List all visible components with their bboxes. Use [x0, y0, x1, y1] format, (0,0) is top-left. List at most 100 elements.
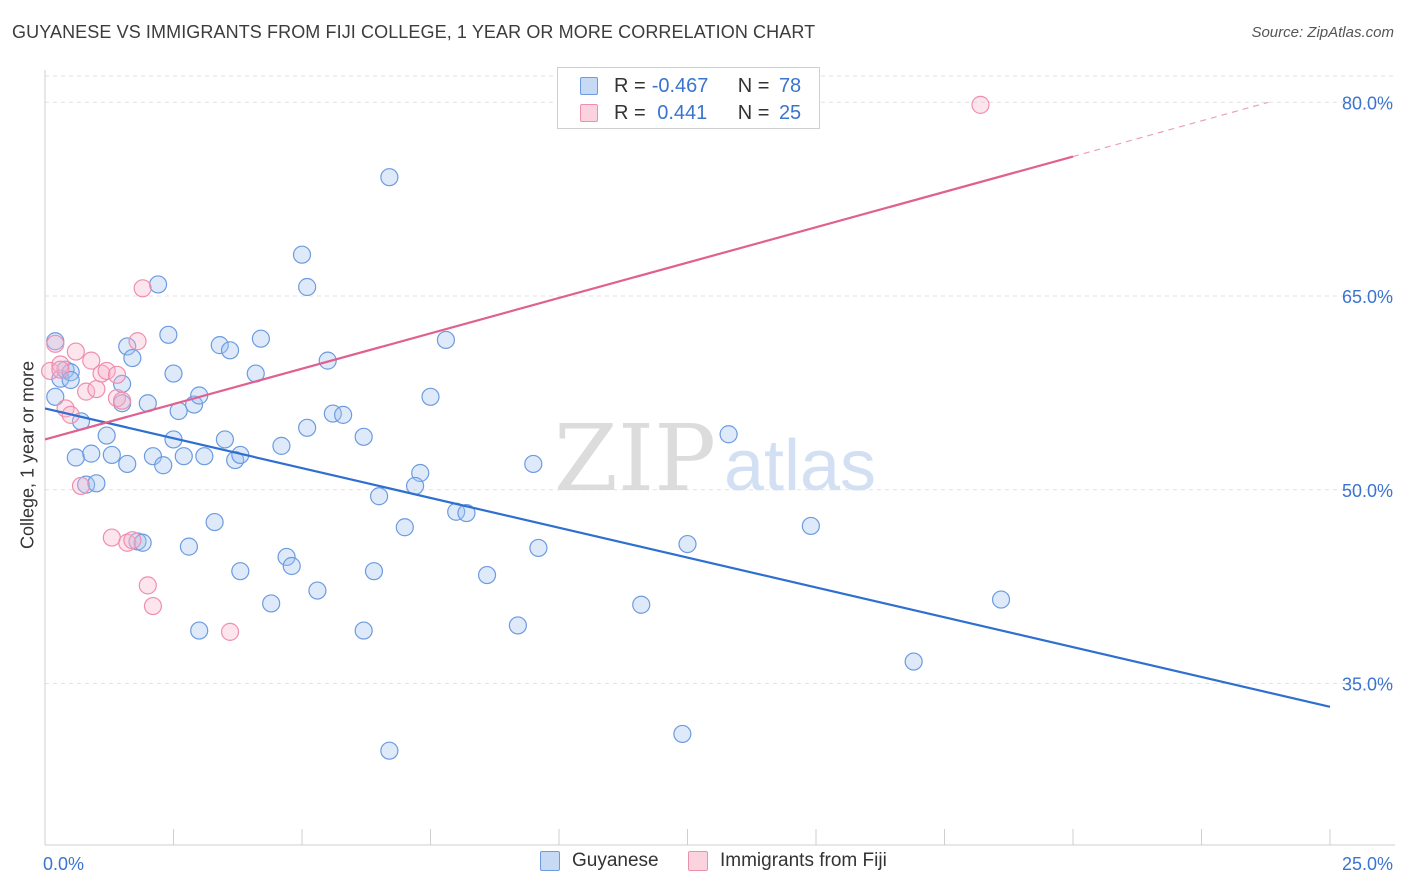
guyanese-point	[210, 336, 229, 355]
guyanese-point	[298, 277, 317, 297]
guyanese-point	[282, 556, 301, 576]
guyanese-point	[82, 444, 101, 463]
fiji-point	[82, 351, 101, 370]
guyanese-point	[524, 454, 543, 474]
bottom-legend-label-guyanese: Guyanese	[572, 850, 659, 871]
fiji-point	[143, 596, 163, 616]
chart-title: GUYANESE VS IMMIGRANTS FROM FIJI COLLEGE…	[12, 22, 816, 42]
guyanese-point	[673, 724, 692, 744]
guyanese-point	[66, 448, 85, 467]
guyanese-point	[251, 329, 270, 348]
fiji-point	[46, 334, 65, 353]
legend-r-label: R =	[614, 74, 646, 97]
axes	[44, 70, 1395, 846]
legend-r-value: 0.441	[651, 101, 708, 124]
fiji-point	[107, 388, 127, 408]
guyanese-point	[421, 387, 440, 406]
guyanese-point	[632, 595, 651, 614]
bottom-legend-label-fiji: Immigrants from Fiji	[720, 850, 887, 871]
fiji-point	[71, 476, 91, 496]
bottom-legend-guyanese: Guyanese	[540, 850, 659, 872]
legend-n-value: 25	[778, 101, 802, 124]
watermark: ZIP atlas	[554, 405, 876, 512]
y-tick-label: 50.0%	[1342, 481, 1393, 501]
guyanese-point	[262, 594, 281, 613]
fiji-point	[118, 533, 137, 552]
fiji-point	[66, 342, 85, 361]
guyanese-point	[205, 512, 224, 532]
guyanese-point	[87, 474, 106, 493]
bottom-legend-swatch-guyanese	[540, 851, 560, 871]
guyanese-point	[159, 325, 178, 344]
guyanese-point	[457, 503, 476, 523]
guyanese-point	[308, 581, 327, 600]
guyanese-point	[215, 430, 234, 449]
grid-lines	[45, 75, 1395, 685]
legend-n-value: 78	[778, 74, 802, 97]
guyanese-point	[354, 621, 373, 640]
y-tick-label: 65.0%	[1342, 287, 1393, 307]
fiji-point	[51, 360, 70, 379]
guyanese-point	[292, 245, 312, 264]
source-label: Source: ZipAtlas.com	[1251, 24, 1394, 41]
fiji-point	[97, 361, 116, 381]
guyanese-point	[174, 447, 193, 466]
guyanese-point	[904, 652, 923, 671]
guyanese-point	[123, 348, 142, 368]
guyanese-point	[272, 436, 291, 455]
fiji-point	[220, 622, 240, 641]
guyanese-point	[436, 330, 456, 350]
guyanese-point	[154, 456, 173, 475]
legend-swatch-fiji	[580, 104, 598, 122]
guyanese-point	[164, 364, 183, 383]
guyanese-point	[195, 447, 214, 466]
fiji-point	[971, 95, 990, 114]
x-tick-label: 0.0%	[43, 854, 84, 874]
guyanese-point	[991, 590, 1011, 609]
legend-row-fiji: R = 0.441 N = 25	[580, 101, 801, 125]
watermark-atlas: atlas	[724, 426, 876, 506]
x-tick-label: 25.0%	[1342, 854, 1393, 874]
legend-n-label: N =	[737, 101, 775, 124]
tick-labels: 35.0% 50.0% 65.0% 80.0% 0.0% 25.0%	[43, 93, 1393, 874]
guyanese-point	[719, 425, 738, 444]
y-axis-label: College, 1 year or more	[17, 360, 38, 550]
guyanese-point	[678, 534, 697, 554]
fiji-point	[51, 355, 70, 374]
guyanese-point	[801, 516, 820, 536]
y-tick-label: 35.0%	[1342, 675, 1393, 695]
fiji-point	[87, 379, 106, 399]
guyanese-point	[354, 427, 373, 446]
fiji-point	[112, 391, 132, 410]
guyanese-point	[334, 405, 353, 424]
guyanese-point	[148, 275, 168, 294]
legend-r-value: -0.467	[651, 74, 709, 97]
guyanese-point	[220, 341, 240, 360]
legend-r-label: R =	[614, 101, 646, 124]
data-points	[41, 95, 1011, 760]
fiji-trend-line	[44, 155, 1074, 441]
legend-swatch-guyanese	[580, 77, 598, 95]
bottom-legend-swatch-fiji	[688, 851, 708, 871]
guyanese-point	[395, 518, 414, 537]
legend-n-label: N =	[737, 74, 775, 97]
guyanese-point	[143, 447, 163, 466]
guyanese-point	[277, 547, 296, 567]
trend-lines	[44, 101, 1331, 708]
guyanese-point	[380, 741, 399, 760]
y-tick-label: 80.0%	[1342, 93, 1393, 113]
fiji-point	[92, 364, 111, 383]
guyanese-point	[97, 426, 116, 445]
fiji-point	[128, 332, 147, 351]
guyanese-point	[118, 454, 137, 474]
guyanese-point	[298, 418, 317, 437]
fiji-point	[77, 382, 96, 401]
guyanese-point	[231, 562, 250, 581]
guyanese-point	[190, 621, 209, 640]
fiji-point	[123, 531, 142, 550]
guyanese-point	[133, 533, 152, 552]
guyanese-point	[380, 168, 399, 187]
bottom-legend-fiji: Immigrants from Fiji	[688, 850, 887, 872]
fiji-point	[102, 528, 121, 547]
guyanese-point	[364, 562, 384, 581]
